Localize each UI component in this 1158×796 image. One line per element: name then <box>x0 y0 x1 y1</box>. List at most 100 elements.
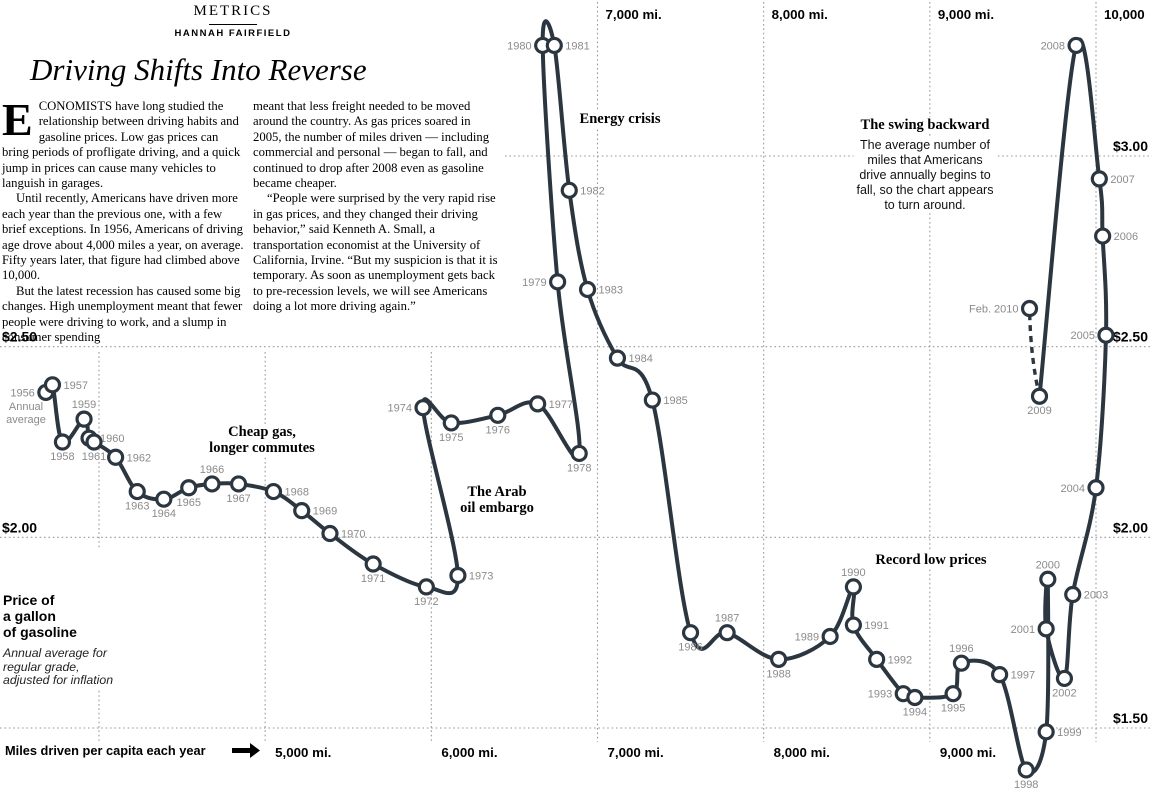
year-label: 1970 <box>341 529 365 541</box>
data-point <box>203 475 221 493</box>
year-label: 1969 <box>313 506 337 518</box>
year-label: 1956 <box>10 387 34 399</box>
x-tick-top: 7,000 mi. <box>606 7 662 22</box>
year-label: 1994 <box>903 706 927 718</box>
year-label: 1963 <box>125 501 149 513</box>
year-label: 2002 <box>1052 687 1076 699</box>
data-point <box>844 616 862 634</box>
year-label: 1964 <box>152 508 176 520</box>
section-kicker: METRICS <box>193 3 273 19</box>
data-point <box>868 650 886 668</box>
data-point <box>442 414 460 432</box>
annotation-energy-crisis: Energy crisis <box>576 111 664 127</box>
year-label: 1982 <box>580 185 604 197</box>
x-tick-bottom: 7,000 mi. <box>608 745 664 760</box>
data-point <box>107 448 125 466</box>
year-label: 1999 <box>1057 727 1081 739</box>
byline: HANNAH FAIRFIELD <box>174 28 292 39</box>
article-paragraph: meant that less freight needed to be mov… <box>253 99 490 191</box>
year-label: 1985 <box>663 395 687 407</box>
year-label: 1993 <box>868 689 892 701</box>
data-point <box>264 482 283 501</box>
data-point <box>53 433 72 451</box>
data-point <box>155 490 173 508</box>
x-tick-bottom: 8,000 mi. <box>774 745 830 760</box>
x-tick-bottom: 6,000 mi. <box>441 745 497 760</box>
year-label: 1979 <box>522 277 546 289</box>
year-label: 2001 <box>1011 624 1035 636</box>
year-label: 1988 <box>766 668 790 680</box>
data-point <box>364 555 382 573</box>
data-point <box>293 502 311 520</box>
drop-cap: E <box>2 94 33 145</box>
year-label: 1986 <box>678 642 702 654</box>
year-label: 1971 <box>361 573 385 585</box>
year-label: 1998 <box>1014 779 1038 791</box>
year-label: 1959 <box>72 399 96 411</box>
data-point <box>1097 326 1115 344</box>
year-label: 1989 <box>795 631 819 643</box>
data-point <box>1055 669 1074 688</box>
year-label: 1978 <box>567 462 591 474</box>
data-point <box>681 624 700 642</box>
data-point <box>1030 387 1049 405</box>
data-point <box>821 627 839 646</box>
data-point <box>560 181 578 199</box>
year-label: 2008 <box>1041 40 1065 52</box>
data-point <box>549 273 567 291</box>
y-tick-right: $3.00 <box>1113 138 1148 154</box>
data-point <box>643 391 661 409</box>
year-label: 1961 <box>82 451 106 463</box>
year-label: 1974 <box>388 403 412 415</box>
data-point <box>1067 36 1085 55</box>
annotation-swing-body: The average number of miles that American… <box>853 138 997 213</box>
data-point <box>1037 723 1055 741</box>
year-label: 1996 <box>949 643 973 655</box>
annotation-record-low: Record low prices <box>872 552 990 568</box>
data-point <box>1020 299 1039 318</box>
year-label: 1977 <box>549 399 573 411</box>
data-point <box>414 399 432 417</box>
year-label: 2003 <box>1084 590 1108 602</box>
year-label: 1962 <box>127 452 151 464</box>
year-label: 2009 <box>1027 405 1051 417</box>
data-point <box>489 406 507 424</box>
year-label: 1992 <box>888 654 912 666</box>
year-label: 1991 <box>864 620 888 632</box>
y-tick-right: $2.50 <box>1113 329 1148 345</box>
year-label: 2006 <box>1114 231 1138 243</box>
data-point <box>770 650 788 668</box>
year-label: 1958 <box>50 451 74 463</box>
projection-dashed-line <box>1027 308 1042 397</box>
year-label: 2004 <box>1061 483 1085 495</box>
data-point <box>570 444 588 463</box>
data-point <box>1087 479 1105 497</box>
year-label: 1967 <box>226 493 250 505</box>
data-point <box>529 395 547 413</box>
year-label: 1984 <box>628 353 652 365</box>
page-title: Driving Shifts Into Reverse <box>30 52 367 87</box>
data-point <box>85 433 103 451</box>
year-label: 2000 <box>1036 559 1060 571</box>
data-point <box>608 349 627 367</box>
year-label: 1981 <box>565 40 589 52</box>
year-label: 1972 <box>414 596 438 608</box>
data-point <box>180 479 198 497</box>
kicker-rule <box>209 24 257 25</box>
year-label: 1980 <box>507 40 531 52</box>
year-label: 1997 <box>1011 670 1035 682</box>
year-label: 1987 <box>715 613 739 625</box>
y-axis-label-block: Price of a gallon of gasoline Annual avera… <box>3 550 118 688</box>
data-point <box>1017 761 1035 779</box>
y-tick-right: $2.00 <box>1113 519 1148 535</box>
year-label: 1957 <box>63 380 87 392</box>
year-label: 1983 <box>599 284 623 296</box>
x-tick-top: 10,000 <box>1104 7 1145 22</box>
data-point <box>75 410 93 428</box>
y-axis-title: Price of a gallon of gasoline <box>3 592 77 640</box>
year-label: 1965 <box>176 497 200 509</box>
right-arrow-icon <box>232 748 250 753</box>
data-point <box>1064 585 1082 604</box>
data-point <box>906 688 924 707</box>
data-point <box>944 685 962 703</box>
